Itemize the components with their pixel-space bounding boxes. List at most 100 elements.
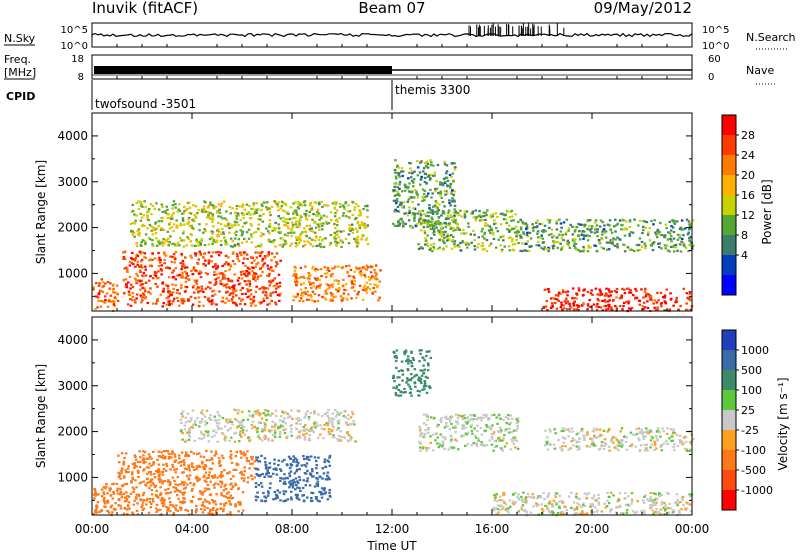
heatmap-cell (447, 217, 450, 220)
heatmap-cell (643, 495, 646, 498)
heatmap-cell (242, 257, 246, 260)
heatmap-cell (198, 437, 201, 440)
heatmap-cell (351, 213, 354, 216)
heatmap-cell (479, 427, 483, 430)
heatmap-cell (394, 199, 397, 202)
heatmap-cell (143, 287, 147, 290)
heatmap-cell (350, 227, 354, 230)
heatmap-cell (643, 512, 646, 515)
heatmap-cell (144, 297, 147, 300)
heatmap-cell (135, 509, 139, 512)
heatmap-cell (560, 301, 563, 304)
heatmap-cell (168, 497, 171, 500)
heatmap-cell (130, 256, 133, 260)
heatmap-cell (115, 291, 119, 294)
heatmap-cell (198, 477, 201, 480)
heatmap-cell (214, 503, 218, 506)
heatmap-cell (97, 493, 100, 496)
heatmap-cell (296, 281, 299, 284)
heatmap-cell (444, 436, 447, 439)
heatmap-cell (187, 478, 191, 481)
heatmap-cell (208, 509, 212, 512)
heatmap-cell (204, 287, 208, 290)
heatmap-cell (678, 236, 682, 239)
heatmap-cell (253, 467, 257, 470)
heatmap-cell (324, 237, 327, 240)
heatmap-cell (445, 418, 449, 421)
heatmap-cell (315, 214, 318, 217)
heatmap-cell (235, 230, 238, 233)
heatmap-cell (519, 218, 522, 221)
heatmap-cell (171, 476, 175, 479)
heatmap-cell (685, 292, 689, 295)
heatmap-cell (603, 294, 607, 297)
heatmap-cell (231, 496, 234, 500)
heatmap-cell (448, 173, 452, 177)
heatmap-cell (395, 349, 399, 352)
heatmap-cell (316, 211, 319, 214)
heatmap-cell (654, 493, 657, 496)
heatmap-cell (161, 473, 165, 476)
heatmap-cell (435, 425, 439, 428)
heatmap-cell (603, 232, 606, 235)
heatmap-cell (608, 241, 611, 244)
heatmap-cell (429, 188, 432, 191)
heatmap-cell (181, 482, 184, 485)
heatmap-cell (356, 235, 360, 238)
heatmap-cell (561, 245, 564, 248)
heatmap-cell (308, 277, 311, 280)
heatmap-cell (230, 457, 233, 460)
heatmap-cell (615, 296, 618, 299)
heatmap-cell (464, 420, 467, 423)
heatmap-cell (309, 294, 313, 297)
heatmap-cell (96, 296, 100, 299)
heatmap-cell (669, 292, 672, 295)
heatmap-cell (212, 240, 215, 243)
heatmap-cell (135, 465, 138, 468)
heatmap-cell (311, 267, 314, 270)
heatmap-cell (202, 256, 205, 259)
heatmap-cell (320, 217, 323, 220)
heatmap-cell (668, 232, 672, 235)
heatmap-cell (157, 251, 160, 255)
heatmap-cell (400, 360, 404, 363)
heatmap-cell (551, 245, 555, 248)
heatmap-cell (265, 227, 268, 230)
heatmap-cell (98, 282, 101, 285)
heatmap-cell (266, 287, 270, 290)
heatmap-cell (427, 215, 430, 218)
heatmap-cell (403, 353, 407, 356)
heatmap-cell (268, 272, 271, 276)
heatmap-cell (401, 174, 404, 178)
heatmap-cell (303, 227, 306, 230)
heatmap-cell (621, 224, 624, 227)
heatmap-cell (593, 244, 596, 247)
heatmap-cell (298, 222, 301, 225)
heatmap-cell (274, 265, 278, 268)
heatmap-cell (597, 503, 601, 506)
heatmap-cell (187, 299, 190, 302)
heatmap-cell (222, 507, 225, 510)
heatmap-cell (155, 227, 159, 230)
heatmap-cell (440, 222, 444, 225)
heatmap-cell (162, 238, 165, 241)
heatmap-cell (218, 290, 221, 293)
heatmap-cell (509, 505, 512, 508)
heatmap-cell (583, 492, 587, 495)
heatmap-cell (127, 290, 131, 293)
heatmap-cell (135, 493, 138, 496)
heatmap-cell (514, 501, 517, 504)
heatmap-cell (649, 491, 653, 495)
heatmap-cell (396, 210, 399, 213)
heatmap-cell (256, 496, 260, 499)
heatmap-cell (257, 421, 261, 424)
heatmap-cell (480, 441, 483, 444)
heatmap-cell (578, 250, 582, 253)
heatmap-cell (234, 455, 238, 458)
heatmap-cell (323, 487, 326, 490)
heatmap-cell (121, 468, 124, 471)
heatmap-cell (149, 258, 152, 261)
heatmap-cell (440, 196, 443, 199)
heatmap-cell (273, 277, 277, 280)
heatmap-cell (133, 298, 137, 302)
